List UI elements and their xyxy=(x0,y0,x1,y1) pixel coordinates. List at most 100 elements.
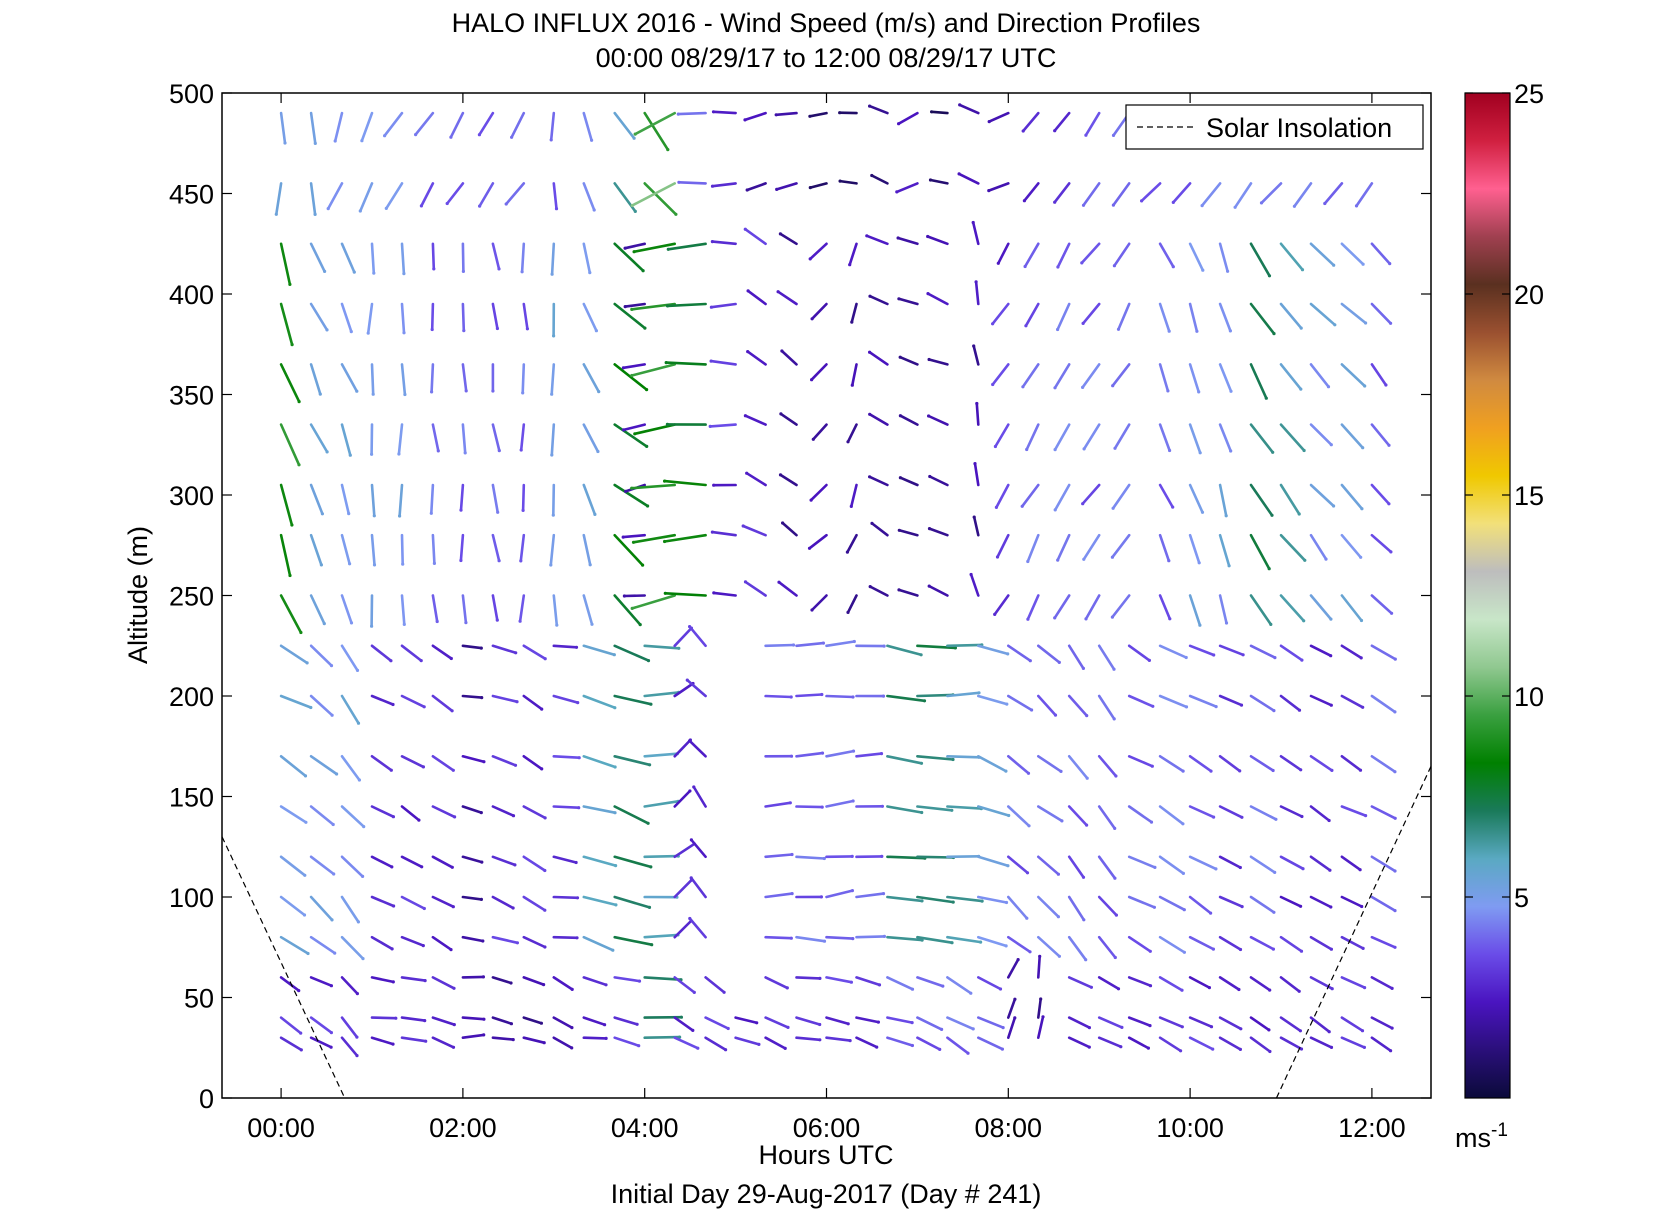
wind-vector xyxy=(1249,855,1276,874)
wind-vector-head xyxy=(482,1017,486,1021)
wind-vector xyxy=(1340,423,1364,450)
wind-vector-head xyxy=(838,111,842,115)
wind-vector-head xyxy=(1211,947,1215,951)
wind-vector xyxy=(370,242,376,275)
wind-vector xyxy=(916,754,955,761)
wind-vector xyxy=(309,694,334,717)
wind-vector-head xyxy=(1329,654,1333,658)
wind-vector-head xyxy=(1228,329,1232,333)
wind-vector-head xyxy=(1021,129,1025,133)
wind-vector xyxy=(1279,644,1304,662)
wind-vector-head xyxy=(509,1022,513,1026)
x-tick-label: 04:00 xyxy=(611,1113,679,1143)
wind-vector-head xyxy=(348,562,352,566)
wind-vector xyxy=(946,1036,970,1055)
wind-vector-head xyxy=(910,1021,914,1025)
wind-vector-head xyxy=(452,986,456,990)
wind-vector xyxy=(431,694,454,713)
wind-vector-head xyxy=(1180,1025,1184,1029)
wind-vector-head xyxy=(1089,985,1093,989)
wind-vector-head xyxy=(1084,617,1088,621)
wind-vector xyxy=(1188,644,1215,657)
wind-vector xyxy=(400,363,407,396)
wind-vector-head xyxy=(1182,950,1186,954)
y-tick-label: 50 xyxy=(184,984,214,1014)
wind-vector-head xyxy=(677,646,681,650)
wind-vector-head xyxy=(1168,617,1172,621)
wind-vector xyxy=(712,591,737,597)
wind-vector xyxy=(688,917,707,939)
wind-vector xyxy=(326,182,344,210)
wind-vector xyxy=(1081,302,1101,325)
wind-vector-head xyxy=(402,331,406,335)
wind-vector xyxy=(1279,935,1303,953)
wind-vector-head xyxy=(1027,824,1031,828)
wind-vector xyxy=(1006,958,1020,979)
wind-vector xyxy=(1279,483,1301,516)
wind-vector-head xyxy=(1201,268,1205,272)
wind-vector-head xyxy=(663,591,667,595)
wind-vector xyxy=(1097,1036,1123,1048)
wind-vector xyxy=(431,1036,455,1049)
wind-vector-head xyxy=(1084,958,1088,962)
wind-vector xyxy=(613,976,641,983)
wind-vector-head xyxy=(1150,764,1154,768)
wind-vector-head xyxy=(356,721,361,725)
wind-vector xyxy=(673,842,696,859)
wind-vector xyxy=(309,242,326,273)
wind-vector-head xyxy=(991,382,995,387)
wind-vector-head xyxy=(876,1020,881,1024)
wind-vector-head xyxy=(495,618,499,622)
wind-vector xyxy=(708,423,737,428)
wind-vector-head xyxy=(1110,555,1114,559)
wind-vector-head xyxy=(1168,448,1172,453)
wind-vector-head xyxy=(423,1019,427,1023)
wind-vector-head xyxy=(846,440,850,444)
wind-vector-head xyxy=(1111,133,1116,137)
wind-vector-head xyxy=(850,854,854,859)
wind-vector-head xyxy=(809,498,813,502)
wind-vector-head xyxy=(1001,1026,1005,1030)
colorbar: 5 10 15 20 25 ms-1 xyxy=(1455,79,1544,1153)
wind-vector-head xyxy=(1393,770,1397,774)
wind-vector-head xyxy=(1039,997,1043,1001)
wind-vector xyxy=(916,1016,943,1031)
wind-vector xyxy=(274,182,283,216)
wind-vector xyxy=(897,528,919,537)
wind-vector xyxy=(1158,423,1171,452)
wind-vector xyxy=(969,573,980,597)
wind-vector xyxy=(340,754,361,782)
wind-vector xyxy=(895,182,919,194)
wind-vector-head xyxy=(898,355,902,359)
wind-vector-head xyxy=(1364,321,1368,325)
wind-vector xyxy=(1006,754,1030,775)
wind-vector xyxy=(1340,1036,1366,1049)
wind-vector xyxy=(897,297,919,306)
wind-vector-head xyxy=(1026,617,1030,621)
wind-vector-head xyxy=(463,451,467,455)
wind-vector-head xyxy=(1081,385,1085,389)
wind-vector-head xyxy=(622,428,626,432)
y-tick-label: 500 xyxy=(169,79,214,109)
wind-vector xyxy=(1340,855,1362,872)
wind-vector xyxy=(1309,423,1333,447)
wind-vector-head xyxy=(820,751,825,755)
wind-vector xyxy=(613,594,642,626)
wind-vector xyxy=(1026,594,1040,621)
wind-vector-head xyxy=(788,801,792,805)
wind-vector-head xyxy=(1271,947,1275,951)
wind-vector xyxy=(1249,483,1274,517)
wind-vector-head xyxy=(927,527,932,531)
wind-vector-head xyxy=(355,389,359,393)
wind-vector xyxy=(1037,694,1057,717)
wind-vector-head xyxy=(897,588,901,592)
wind-vector-head xyxy=(791,643,796,647)
wind-vector-head xyxy=(979,940,983,944)
wind-vector-head xyxy=(1113,826,1117,831)
wind-vector xyxy=(582,895,618,907)
wind-vector-head xyxy=(972,344,976,348)
wind-vector-head xyxy=(623,246,627,250)
wind-vector-head xyxy=(1197,390,1201,394)
wind-vector xyxy=(491,805,515,818)
wind-vector-head xyxy=(998,987,1003,991)
